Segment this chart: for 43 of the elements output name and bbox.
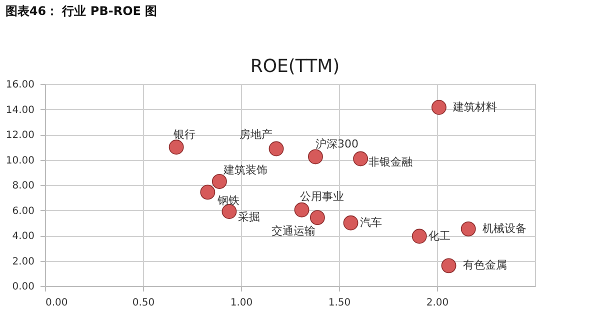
point — [310, 210, 325, 226]
point — [412, 228, 427, 244]
annotation: 钢铁 — [216, 194, 240, 208]
point — [431, 100, 446, 115]
annotation: 沪深300 — [315, 138, 358, 151]
y-tick-label: 4.00 — [12, 231, 34, 242]
annotation: 建筑材料 — [452, 100, 497, 114]
chart-subtitle: ROE(TTM) — [250, 56, 340, 77]
annotation: 有色金属 — [462, 258, 507, 272]
point — [268, 141, 284, 156]
y-tick-label: 14.00 — [6, 104, 34, 116]
y-tick-label: 16.00 — [6, 80, 34, 90]
x-tick-label: 0.50 — [132, 298, 155, 308]
point — [343, 215, 358, 230]
y-tick-label: 12.00 — [6, 130, 34, 141]
annotation: 银行 — [172, 128, 196, 142]
point — [200, 184, 216, 200]
point — [294, 202, 310, 218]
point — [460, 221, 476, 236]
y-tick-label: 0.00 — [12, 282, 34, 292]
annotation: 非银金融 — [368, 156, 413, 169]
y-tick-label: 8.00 — [12, 180, 34, 192]
annotation: 公用事业 — [300, 190, 344, 203]
y-tick-label: 10.00 — [6, 155, 34, 166]
x-tick-label: 0.00 — [46, 298, 68, 308]
annotation: 采掘 — [238, 210, 260, 224]
point — [353, 151, 368, 166]
annotation: 化工 — [428, 229, 450, 242]
point — [441, 258, 456, 274]
x-tick-label: 1.50 — [328, 298, 351, 308]
y-tick-label: 6.00 — [12, 206, 34, 217]
annotation: 汽车 — [360, 216, 382, 229]
y-tick-label: 2.00 — [12, 256, 34, 268]
annotation: 房地产 — [239, 128, 272, 141]
annotation: 建筑装饰 — [222, 163, 268, 176]
x-tick-label: 1.00 — [230, 298, 253, 308]
x-tick-label: 2.00 — [426, 298, 449, 308]
point — [308, 149, 323, 164]
annotation: 交通运输 — [271, 224, 316, 238]
point — [168, 140, 184, 155]
point — [212, 174, 227, 189]
chart-title: 图表46： 行业 PB-ROE 图 — [5, 4, 158, 18]
annotation: 机械设备 — [482, 222, 526, 235]
